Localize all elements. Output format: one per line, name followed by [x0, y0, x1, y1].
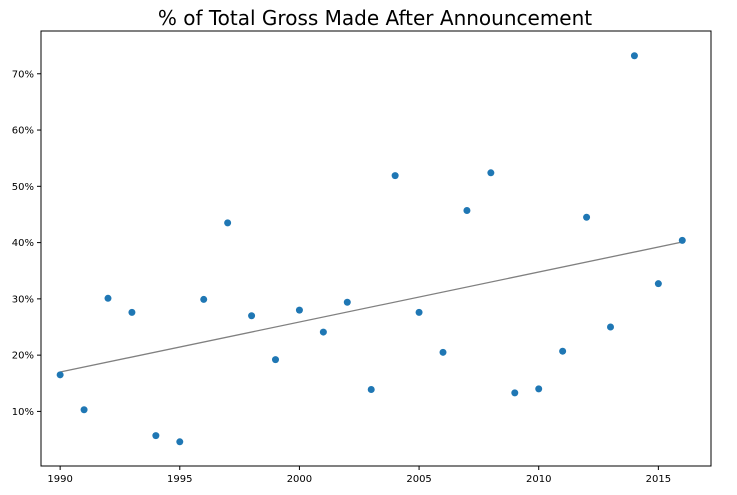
data-point	[343, 298, 351, 306]
y-tick-label: 40%	[12, 238, 34, 249]
data-point	[56, 371, 64, 379]
data-point	[511, 389, 519, 397]
data-point	[295, 306, 303, 314]
x-tick-label: 2000	[287, 474, 312, 485]
data-point	[391, 172, 399, 180]
data-point	[583, 213, 591, 221]
data-point	[678, 236, 686, 244]
data-point	[272, 356, 279, 364]
x-tick-label: 2005	[406, 474, 431, 485]
chart-title: % of Total Gross Made After Announcement	[158, 6, 592, 30]
x-tick-label: 1990	[47, 474, 72, 485]
x-tick-label: 2010	[526, 474, 551, 485]
data-point	[439, 348, 447, 356]
data-point	[128, 308, 136, 316]
data-point	[248, 312, 256, 320]
x-tick-label: 2015	[646, 474, 671, 485]
data-point	[463, 207, 471, 215]
x-tick-label: 1995	[167, 474, 192, 485]
data-point	[104, 294, 112, 302]
y-tick-label: 50%	[12, 182, 34, 193]
plot-frame	[40, 30, 712, 467]
data-point	[176, 438, 184, 446]
trend-line	[60, 241, 683, 373]
data-point	[559, 347, 567, 355]
data-point	[535, 385, 543, 393]
y-tick-label: 10%	[12, 407, 34, 418]
data-point	[200, 295, 208, 303]
data-point	[367, 385, 375, 393]
data-point	[415, 308, 423, 316]
y-tick-label: 60%	[12, 126, 34, 137]
data-point	[630, 52, 638, 60]
y-tick-label: 30%	[12, 294, 34, 305]
data-point	[224, 219, 232, 227]
data-point	[80, 406, 88, 414]
y-tick-label: 20%	[12, 351, 34, 362]
data-point	[319, 328, 327, 336]
data-point	[607, 323, 614, 331]
y-tick-label: 70%	[12, 69, 34, 80]
data-point	[654, 280, 662, 288]
data-point	[152, 432, 160, 440]
data-point	[487, 169, 495, 177]
